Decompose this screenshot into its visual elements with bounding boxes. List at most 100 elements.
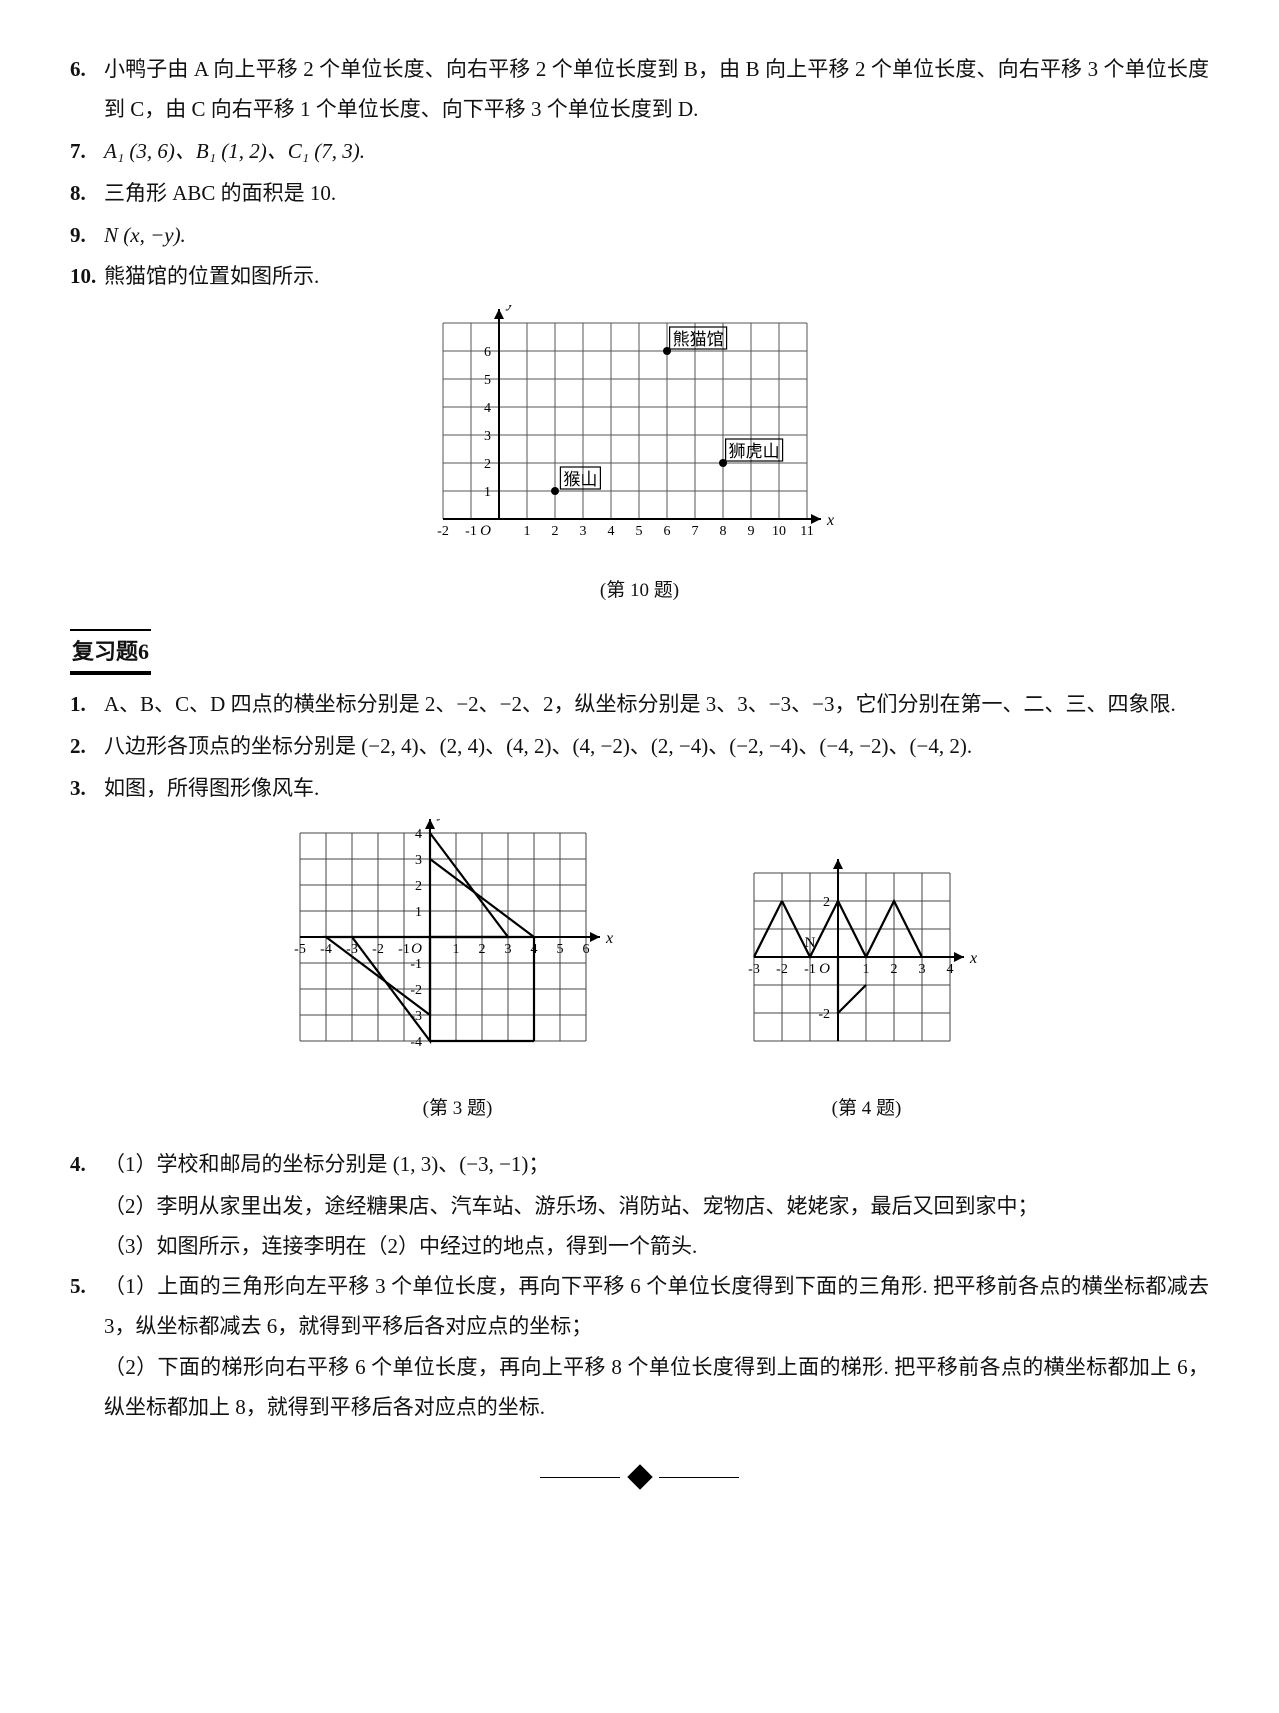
text2-4a: （1）学校和邮局的坐标分别是 (1, 3)、(−3, −1)； — [104, 1145, 1209, 1185]
num-6: 6. — [70, 50, 104, 130]
svg-text:x: x — [826, 512, 834, 529]
num2-2: 2. — [70, 727, 104, 767]
text2-4b: （2）李明从家里出发，途经糖果店、汽车站、游乐场、消防站、宠物店、姥姥家，最后又… — [70, 1187, 1209, 1227]
svg-text:O: O — [411, 941, 422, 957]
svg-text:9: 9 — [747, 524, 754, 539]
text-8: 三角形 ABC 的面积是 10. — [104, 174, 1209, 214]
text2-3: 如图，所得图形像风车. — [104, 769, 1209, 809]
svg-text:狮虎山: 狮虎山 — [728, 442, 779, 461]
svg-text:3: 3 — [504, 942, 511, 957]
num-9: 9. — [70, 216, 104, 256]
svg-text:猴山: 猴山 — [563, 470, 597, 489]
text2-5a: （1）上面的三角形向左平移 3 个单位长度，再向下平移 6 个单位长度得到下面的… — [104, 1267, 1209, 1347]
svg-text:10: 10 — [772, 524, 786, 539]
svg-text:1: 1 — [484, 485, 491, 500]
svg-text:2: 2 — [551, 524, 558, 539]
text2-4c: （3）如图所示，连接李明在（2）中经过的地点，得到一个箭头. — [70, 1227, 1209, 1267]
svg-text:1: 1 — [862, 962, 869, 977]
text2-5b: （2）下面的梯形向右平移 6 个单位长度，再向上平移 8 个单位长度得到上面的梯… — [70, 1348, 1209, 1428]
section-title: 复习题6 — [70, 629, 151, 675]
text-6: 小鸭子由 A 向上平移 2 个单位长度、向右平移 2 个单位长度到 B，由 B … — [104, 50, 1209, 130]
item-10: 10. 熊猫馆的位置如图所示. — [70, 257, 1209, 297]
svg-text:4: 4 — [484, 401, 491, 416]
num2-4: 4. — [70, 1145, 104, 1185]
svg-text:-3: -3 — [748, 962, 760, 977]
svg-text:2: 2 — [415, 879, 422, 894]
svg-text:3: 3 — [415, 853, 422, 868]
svg-text:3: 3 — [579, 524, 586, 539]
item-8: 8. 三角形 ABC 的面积是 10. — [70, 174, 1209, 214]
figure-3-wrap: -5-4-3-2-1123456-4-3-2-11234Oxy (第 3 题) — [286, 819, 630, 1127]
svg-text:-1: -1 — [804, 962, 816, 977]
num-8: 8. — [70, 174, 104, 214]
figure-10-svg: -2-11234567891011123456Oxy猴山熊猫馆狮虎山 — [425, 305, 855, 567]
footer-diamond — [627, 1464, 652, 1489]
svg-text:5: 5 — [556, 942, 563, 957]
figure-row: -5-4-3-2-1123456-4-3-2-11234Oxy (第 3 题) … — [70, 811, 1209, 1145]
svg-text:11: 11 — [800, 524, 813, 539]
num-7: 7. — [70, 132, 104, 172]
svg-text:8: 8 — [719, 524, 726, 539]
svg-text:6: 6 — [484, 345, 491, 360]
svg-text:x: x — [605, 930, 613, 947]
item-9: 9. N (x, −y). — [70, 216, 1209, 256]
svg-text:-5: -5 — [294, 942, 306, 957]
item-7: 7. A₁ (3, 6)、B₁ (1, 2)、C₁ (7, 3). — [70, 132, 1209, 172]
svg-text:1: 1 — [452, 942, 459, 957]
svg-text:N: N — [804, 935, 815, 951]
svg-text:2: 2 — [823, 895, 830, 910]
svg-text:-4: -4 — [410, 1035, 422, 1050]
item2-1: 1. A、B、C、D 四点的横坐标分别是 2、−2、−2、2，纵坐标分别是 3、… — [70, 685, 1209, 725]
figure-10-wrap: -2-11234567891011123456Oxy猴山熊猫馆狮虎山 (第 10… — [70, 305, 1209, 609]
item2-3: 3. 如图，所得图形像风车. — [70, 769, 1209, 809]
svg-text:-1: -1 — [398, 942, 410, 957]
svg-text:2: 2 — [478, 942, 485, 957]
figure-10-caption: (第 10 题) — [70, 573, 1209, 609]
section-header: 复习题6 — [70, 629, 1209, 675]
svg-text:x: x — [969, 950, 977, 967]
svg-text:5: 5 — [635, 524, 642, 539]
svg-text:-2: -2 — [437, 524, 449, 539]
text-7: A₁ (3, 6)、B₁ (1, 2)、C₁ (7, 3). — [104, 132, 1209, 172]
svg-text:6: 6 — [663, 524, 670, 539]
svg-text:-2: -2 — [776, 962, 788, 977]
svg-text:-2: -2 — [410, 983, 422, 998]
item2-5: 5. （1）上面的三角形向左平移 3 个单位长度，再向下平移 6 个单位长度得到… — [70, 1267, 1209, 1347]
figure-4-svg: -3 -2 -1 1 2 3 4 -2 2 Ox N — [740, 859, 994, 1085]
num2-1: 1. — [70, 685, 104, 725]
num-10: 10. — [70, 257, 104, 297]
svg-text:O: O — [819, 961, 830, 977]
text2-2: 八边形各顶点的坐标分别是 (−2, 4)、(2, 4)、(4, 2)、(4, −… — [104, 727, 1209, 767]
svg-text:-2: -2 — [372, 942, 384, 957]
svg-text:5: 5 — [484, 373, 491, 388]
svg-text:2: 2 — [484, 457, 491, 472]
footer-line-r — [659, 1477, 739, 1478]
item2-4: 4. （1）学校和邮局的坐标分别是 (1, 3)、(−3, −1)； — [70, 1145, 1209, 1185]
figure-3-caption: (第 3 题) — [286, 1091, 630, 1127]
text2-1: A、B、C、D 四点的横坐标分别是 2、−2、−2、2，纵坐标分别是 3、3、−… — [104, 685, 1209, 725]
svg-text:3: 3 — [918, 962, 925, 977]
item-6: 6. 小鸭子由 A 向上平移 2 个单位长度、向右平移 2 个单位长度到 B，由… — [70, 50, 1209, 130]
item2-2: 2. 八边形各顶点的坐标分别是 (−2, 4)、(2, 4)、(4, 2)、(4… — [70, 727, 1209, 767]
svg-text:y: y — [505, 305, 515, 311]
svg-text:1: 1 — [523, 524, 530, 539]
svg-text:O: O — [480, 523, 491, 539]
text-10: 熊猫馆的位置如图所示. — [104, 257, 1209, 297]
figure-3-svg: -5-4-3-2-1123456-4-3-2-11234Oxy — [286, 819, 630, 1085]
text-9: N (x, −y). — [104, 216, 1209, 256]
svg-text:4: 4 — [946, 962, 953, 977]
svg-text:-2: -2 — [818, 1007, 830, 1022]
svg-text:-1: -1 — [410, 957, 422, 972]
svg-text:7: 7 — [691, 524, 698, 539]
page-footer — [70, 1458, 1209, 1492]
svg-text:1: 1 — [415, 905, 422, 920]
svg-text:4: 4 — [415, 827, 422, 842]
svg-text:6: 6 — [582, 942, 589, 957]
svg-text:3: 3 — [484, 429, 491, 444]
svg-text:-4: -4 — [320, 942, 332, 957]
svg-text:2: 2 — [890, 962, 897, 977]
num2-3: 3. — [70, 769, 104, 809]
svg-text:y: y — [436, 819, 446, 821]
svg-text:4: 4 — [607, 524, 614, 539]
figure-4-wrap: -3-2-11234-22OxN (第 4 题) — [740, 859, 994, 1127]
